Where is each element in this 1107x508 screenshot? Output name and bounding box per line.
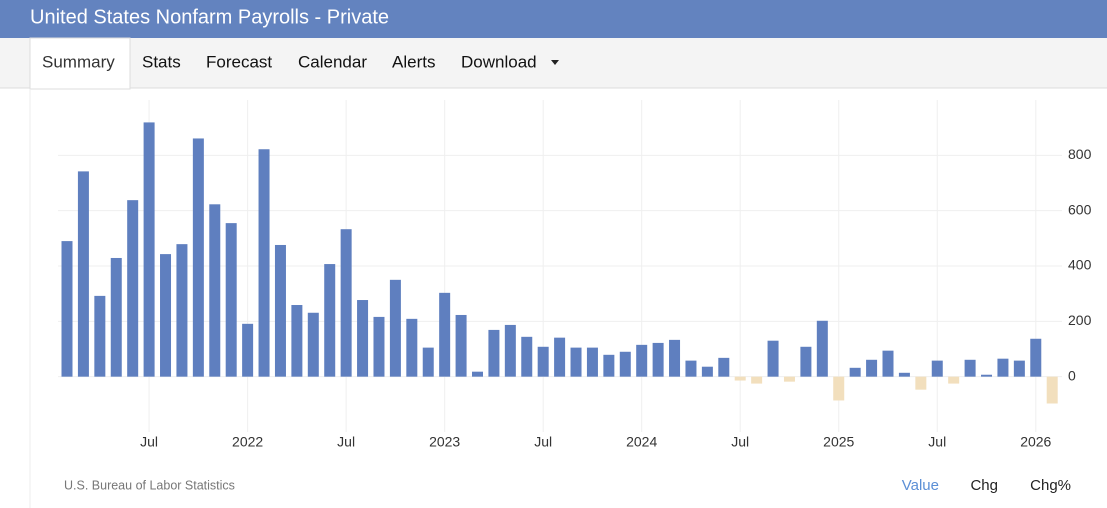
bar [981,374,993,377]
bar [783,376,795,382]
view-options: Value Chg Chg% [902,477,1071,494]
bar [192,138,204,377]
x-tick-label: 2026 [1020,434,1051,450]
bar [997,358,1009,377]
bar [554,337,566,377]
bar [718,357,730,377]
bar [964,359,976,377]
dropdown-caret [551,60,559,65]
plot: 0 200 400 600 800 Jul 2022 Jul 2023 Jul 2024 Jul 202… [58,100,1092,450]
x-tick-label: Jul [337,434,355,450]
x-tick-label: Jul [140,434,158,450]
bar [767,340,779,377]
bar [77,171,89,377]
source: U.S. Bureau of Labor Statistics [64,478,235,492]
bar [586,347,598,377]
x-tick-label: Jul [928,434,946,450]
x-tick-label: 2024 [626,434,657,450]
bar [1030,338,1042,377]
y-tick-label: 0 [1068,367,1076,383]
x-tick-label: 2025 [823,434,854,450]
bar [1013,360,1025,377]
bar [603,354,615,377]
bar [849,367,861,377]
bar [225,223,237,377]
bar [816,320,828,377]
tab[interactable]: Summary [42,52,115,71]
view-option[interactable]: Chg% [1030,477,1071,494]
bar [422,347,434,377]
bar [570,347,582,377]
bar [242,323,254,377]
bar [898,372,910,377]
tabs: Summary Stats Forecast Calendar Alerts Downlo… [42,52,537,71]
bar [127,200,139,377]
page-title: United States Nonfarm Payrolls - Private [30,6,389,28]
bar [274,244,286,377]
bar [685,360,697,377]
view-option[interactable]: Chg [970,477,998,494]
x-tick-label: Jul [731,434,749,450]
bar [1046,376,1058,404]
bar [931,360,943,377]
bar [669,339,681,377]
bar [537,346,549,377]
bar [701,366,713,377]
tab[interactable]: Alerts [392,52,435,71]
tab[interactable]: Calendar [298,52,367,71]
y-tick-label: 800 [1068,146,1092,162]
bar [455,314,467,377]
tab[interactable]: Download [461,52,537,71]
bar [291,305,303,377]
bar [488,329,500,377]
bar [160,254,172,377]
bar [866,359,878,377]
bar [652,342,664,377]
bar [258,149,270,377]
y-tick-label: 600 [1068,201,1092,217]
bar [389,279,401,377]
bar [882,350,894,377]
y-tick-label: 200 [1068,312,1092,328]
bar [948,376,960,384]
bar [94,295,106,377]
bar [357,300,369,377]
tab[interactable]: Forecast [206,52,272,71]
bar [751,376,763,384]
x-tick-label: 2022 [232,434,263,450]
bar [324,264,336,377]
bar [176,244,188,377]
x-tick-label: Jul [534,434,552,450]
bar [833,376,845,401]
bar [636,344,648,377]
x-tick-label: 2023 [429,434,460,450]
tab[interactable]: Stats [142,52,181,71]
bar [340,229,352,377]
bar [619,351,631,377]
bar [439,292,451,377]
view-option[interactable]: Value [902,477,939,494]
bar [915,376,927,390]
active-tab [29,37,131,90]
bar [472,371,483,377]
y-tick-label: 400 [1068,257,1092,273]
bar [61,241,73,377]
bar [800,346,812,377]
bar [143,122,155,377]
bar [307,312,319,377]
header-bar [0,0,1107,38]
bar [406,318,418,377]
bar [504,324,516,377]
bar [110,257,122,377]
bar [734,376,746,381]
bar [209,204,221,377]
bar [521,336,533,377]
bar [373,316,385,377]
